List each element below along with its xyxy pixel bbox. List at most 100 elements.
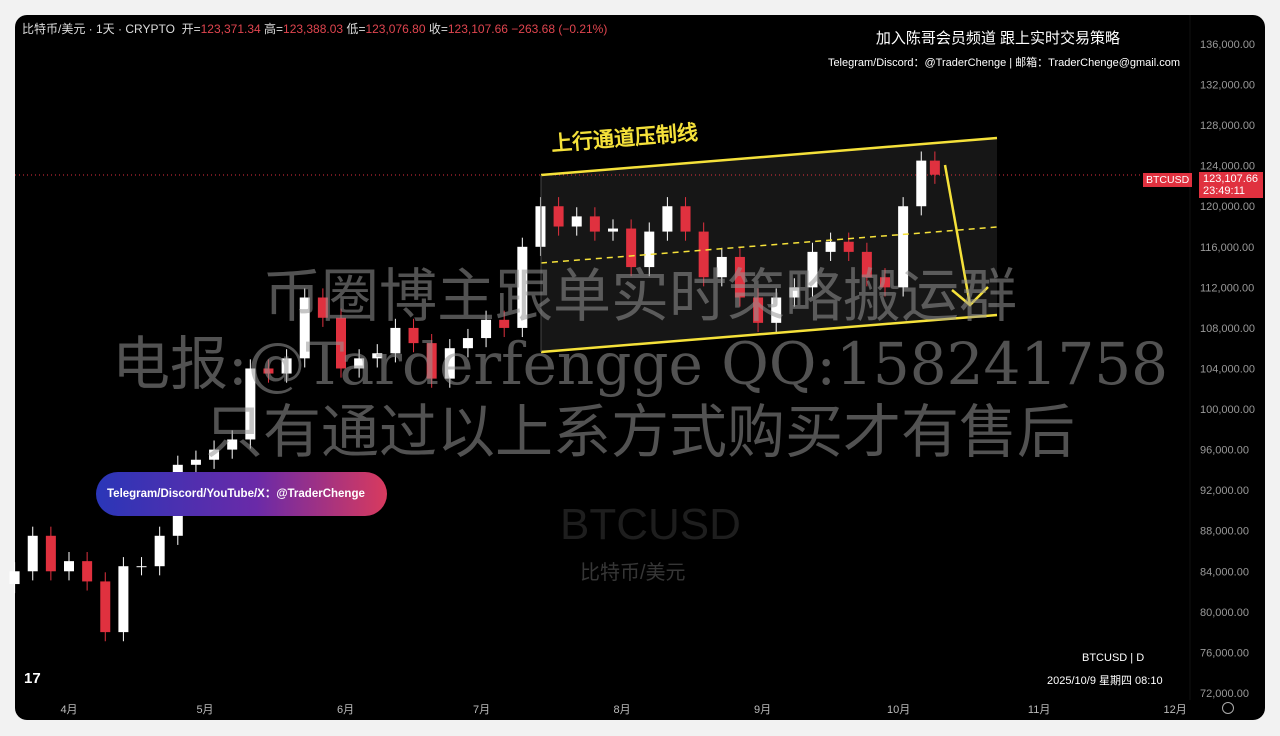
candle[interactable]: [680, 206, 691, 232]
candle[interactable]: [281, 358, 292, 374]
candle[interactable]: [734, 256, 745, 298]
candle[interactable]: [100, 581, 111, 633]
channel-overlay: [15, 137, 1140, 352]
watermark-line-3: 只有通过以上系方式购买才有售后: [204, 398, 1075, 466]
candle[interactable]: [626, 228, 637, 268]
candle[interactable]: [481, 319, 492, 339]
candle[interactable]: [861, 251, 872, 278]
candle[interactable]: [372, 353, 383, 359]
candle[interactable]: [82, 561, 93, 582]
candle[interactable]: [880, 277, 890, 288]
y-tick-label: 116,000.00: [1200, 242, 1254, 254]
y-tick-label: 76,000.00: [1200, 647, 1249, 659]
x-tick-label: 10月: [887, 704, 910, 716]
candle[interactable]: [843, 241, 854, 252]
y-tick-label: 124,000.00: [1200, 161, 1255, 173]
y-tick-label: 120,000.00: [1200, 201, 1255, 213]
candle[interactable]: [771, 297, 782, 323]
symbol-title[interactable]: 比特币/美元 · 1天 · CRYPTO: [22, 22, 175, 36]
y-tick-label: 88,000.00: [1200, 526, 1249, 538]
candle[interactable]: [45, 535, 56, 572]
channel-lines: [540, 136, 998, 354]
settings-gear-icon[interactable]: [1222, 702, 1234, 714]
forecast-arrow[interactable]: [943, 164, 972, 306]
candle[interactable]: [589, 216, 600, 232]
high-value: 123,388.03: [283, 22, 344, 36]
x-tick-label: 6月: [337, 704, 354, 716]
candle[interactable]: [789, 287, 800, 298]
watermark-symbol: BTCUSD: [560, 500, 741, 549]
candle[interactable]: [118, 566, 129, 633]
y-tick-label: 72,000.00: [1200, 688, 1249, 700]
candles: [9, 151, 940, 642]
chart-panel[interactable]: [15, 15, 1265, 720]
candle[interactable]: [245, 368, 256, 440]
candle[interactable]: [190, 459, 201, 465]
candle[interactable]: [716, 256, 727, 278]
candle[interactable]: [408, 327, 419, 344]
interval-label: BTCUSD | D: [1082, 652, 1145, 664]
candle[interactable]: [608, 228, 618, 232]
channel-shade: [541, 137, 997, 352]
open-value: 123,371.34: [200, 22, 261, 36]
candle[interactable]: [499, 319, 510, 328]
candle[interactable]: [535, 206, 546, 247]
candle[interactable]: [354, 358, 365, 369]
promo-title: 加入陈哥会员频道 跟上实时交易策略: [875, 30, 1120, 47]
open-label: 开=: [181, 22, 201, 36]
candle[interactable]: [825, 241, 836, 252]
candle[interactable]: [553, 206, 564, 227]
tradingview-logo[interactable]: 17: [24, 670, 41, 687]
watermark-line-2: 电报:@Tarderfengge QQ:158241758: [111, 330, 1169, 398]
candle[interactable]: [898, 206, 909, 288]
candle[interactable]: [299, 297, 310, 359]
candle[interactable]: [444, 348, 455, 379]
candle[interactable]: [390, 327, 401, 354]
price-tag: 123,107.66 23:49:11: [1199, 172, 1263, 198]
candle[interactable]: [263, 368, 274, 374]
x-tick-label: 8月: [614, 704, 631, 716]
candle[interactable]: [698, 231, 709, 278]
channel-upper-line[interactable]: [540, 136, 998, 177]
y-tick-label: 128,000.00: [1200, 120, 1255, 132]
price-tag-price: 123,107.66: [1203, 173, 1259, 185]
candle[interactable]: [317, 297, 328, 318]
y-tick-label: 108,000.00: [1200, 323, 1255, 335]
candle[interactable]: [154, 535, 165, 567]
low-label: 低=: [346, 22, 366, 36]
y-tick-label: 84,000.00: [1200, 566, 1249, 578]
x-tick-label: 5月: [196, 704, 213, 716]
channel-lower-line[interactable]: [540, 313, 998, 354]
candle[interactable]: [9, 571, 20, 585]
y-axis: 136,000.00 132,000.00 128,000.00 124,000.00…: [1200, 39, 1255, 700]
watermark-line-1: 币圈博主跟单实时策略搬运群: [262, 262, 1017, 330]
candle[interactable]: [753, 297, 764, 323]
candle[interactable]: [209, 449, 220, 460]
y-tick-label: 136,000.00: [1200, 39, 1255, 51]
candle[interactable]: [807, 251, 818, 288]
candle[interactable]: [916, 160, 927, 207]
candle[interactable]: [64, 561, 74, 572]
x-tick-label: 4月: [60, 704, 77, 716]
low-value: 123,076.80: [365, 22, 426, 36]
candle[interactable]: [336, 317, 346, 369]
candle[interactable]: [662, 206, 673, 232]
candle[interactable]: [426, 343, 437, 379]
candle[interactable]: [929, 160, 940, 175]
candle[interactable]: [462, 338, 473, 349]
watermark-name: 比特币/美元: [580, 562, 686, 584]
candle[interactable]: [517, 246, 528, 328]
price-tag-symbol: BTCUSD: [1143, 173, 1193, 187]
social-badge: Telegram/Discord/YouTube/X：@TraderChenge: [96, 472, 387, 516]
candle[interactable]: [644, 231, 655, 268]
ohlc-header: 比特币/美元 · 1天 · CRYPTO 开=123,371.34 高=123,…: [22, 20, 607, 37]
candle[interactable]: [27, 535, 38, 572]
candle[interactable]: [571, 216, 582, 227]
price-tag-countdown: 23:49:11: [1203, 185, 1246, 197]
y-tick-label: 132,000.00: [1200, 80, 1255, 92]
y-tick-label: 92,000.00: [1200, 485, 1249, 497]
candle[interactable]: [227, 439, 238, 450]
candle[interactable]: [136, 566, 147, 568]
forecast-arrow-head: [951, 286, 989, 307]
